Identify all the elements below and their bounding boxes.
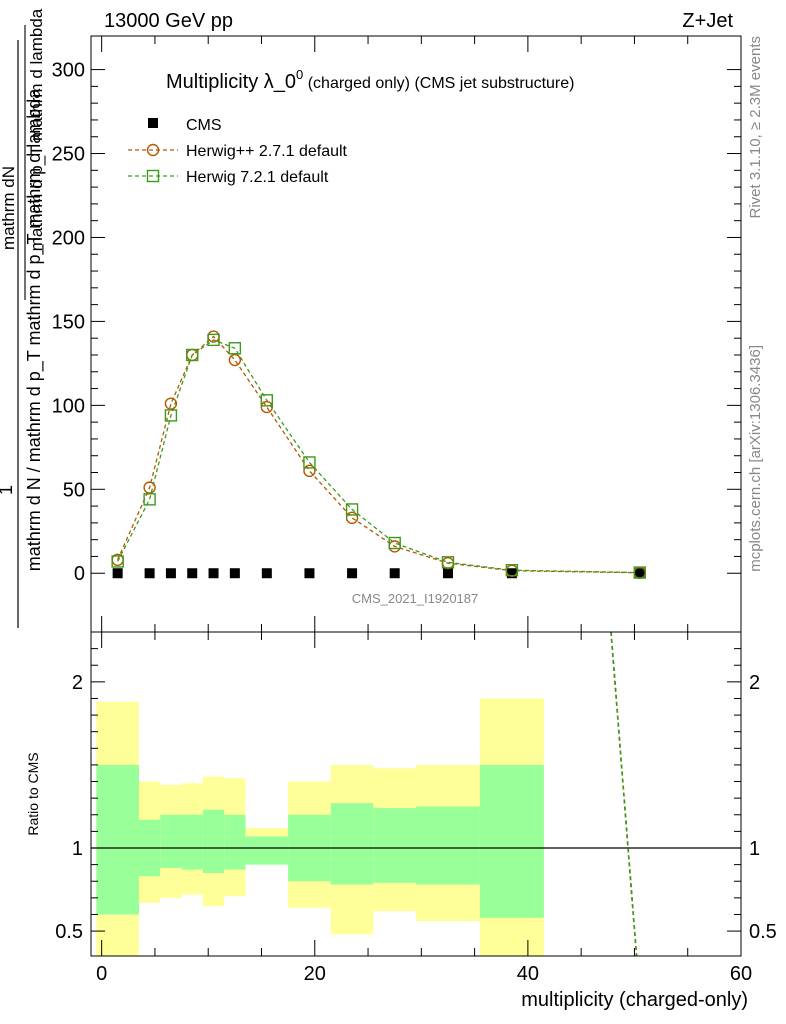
ratio-y-tick-label-right: 2 bbox=[749, 672, 760, 694]
ratio-y-ticks: 0.5 0.5 1 1 2 2 bbox=[55, 648, 777, 943]
herwigpp-point bbox=[143, 481, 156, 494]
herwig7-point bbox=[505, 564, 519, 577]
ratio-panel: 0.5 0.5 1 1 2 2 0 20 40 60 Ratio to CMS multipli… bbox=[25, 631, 777, 1011]
herwig7-point bbox=[164, 409, 178, 422]
herwig7-point bbox=[388, 536, 401, 550]
x-axis-label: multiplicity (charged-only) bbox=[521, 989, 748, 1011]
header-left-label: 13000 GeV pp bbox=[104, 10, 233, 32]
ratio-band-inner bbox=[245, 836, 289, 865]
ratio-band-inner bbox=[202, 809, 225, 873]
legend-marker-herwigpp bbox=[146, 143, 160, 157]
cms-point bbox=[112, 568, 123, 579]
ratio-y-tick-label: 0.5 bbox=[55, 921, 83, 943]
main-y-tick-label: 100 bbox=[52, 395, 85, 417]
cms-point bbox=[389, 568, 400, 579]
ratio-y-axis-label: Ratio to CMS bbox=[25, 752, 41, 835]
cms-point bbox=[347, 568, 358, 579]
legend-marker-herwig7 bbox=[146, 169, 160, 183]
herwig7-point bbox=[260, 394, 274, 407]
cms-point bbox=[442, 568, 453, 579]
cms-point bbox=[634, 568, 645, 579]
main-y-axis-label: 1 mathrm d N / mathrm d p_T mathrm d p_T… bbox=[0, 8, 46, 628]
ratio-bands bbox=[96, 698, 544, 956]
ratio-y-tick-label-right: 0.5 bbox=[749, 921, 777, 943]
side-text-bottom: mcplots.cern.ch [arXiv:1306.3436] bbox=[747, 345, 764, 572]
ratio-band-inner bbox=[416, 806, 480, 885]
legend-marker-cms bbox=[148, 118, 158, 128]
x-tick-label: 0 bbox=[96, 963, 107, 985]
herwigpp-point bbox=[228, 353, 242, 367]
main-title-main: Multiplicity λ_0 bbox=[166, 71, 296, 93]
herwig7-point bbox=[207, 333, 220, 347]
legend: CMS Herwig++ 2.7.1 default Herwig 7.2.1 … bbox=[128, 117, 348, 186]
herwig7-point bbox=[633, 566, 646, 579]
herwigpp-point bbox=[303, 464, 316, 478]
cms-point bbox=[165, 568, 176, 579]
main-title: Multiplicity λ_00 (charged only) (CMS je… bbox=[166, 67, 574, 93]
ratio-y-tick-label: 2 bbox=[72, 672, 83, 694]
ratio-frame bbox=[90, 631, 742, 957]
herwigpp-line bbox=[117, 335, 640, 574]
herwigpp-point bbox=[164, 397, 178, 410]
ratio-band-inner bbox=[479, 764, 544, 918]
main-y-ticks: 0 50 100 150 200 250 300 bbox=[52, 60, 741, 585]
ratio-band-inner bbox=[160, 814, 182, 868]
legend-label-herwig7: Herwig 7.2.1 default bbox=[186, 169, 329, 186]
cms-point bbox=[261, 568, 272, 579]
main-ylabel-frac-den: mathrm d p_T mathrm d lambda bbox=[27, 8, 46, 251]
main-y-tick-label: 250 bbox=[52, 144, 85, 166]
main-ylabel-num: 1 bbox=[0, 485, 16, 495]
herwig7-point bbox=[441, 556, 455, 569]
watermark: CMS_2021_I1920187 bbox=[352, 591, 479, 606]
ratio-band-inner bbox=[96, 764, 139, 915]
main-y-tick-label: 0 bbox=[74, 563, 85, 585]
ratio-band-inner bbox=[224, 814, 246, 870]
main-y-tick-label: 150 bbox=[52, 311, 85, 333]
herwigpp-point bbox=[345, 511, 359, 525]
ratio-x-ticks: 0 20 40 60 bbox=[96, 632, 752, 985]
main-y-tick-label: 50 bbox=[63, 479, 85, 501]
ratio-band-inner bbox=[181, 814, 203, 870]
ratio-y-tick-label: 1 bbox=[72, 838, 83, 860]
ratio-y-tick-label-right: 1 bbox=[749, 838, 760, 860]
main-y-tick-label: 200 bbox=[52, 227, 85, 249]
cms-point bbox=[506, 568, 517, 579]
herwig7-point bbox=[143, 493, 156, 506]
cms-point bbox=[144, 568, 155, 579]
header-right-label: Z+Jet bbox=[682, 10, 733, 32]
herwigpp-point bbox=[260, 400, 274, 414]
side-text-top: Rivet 3.1.10, ≥ 2.3M events bbox=[747, 36, 764, 219]
ratio-herwig7-line bbox=[610, 631, 638, 957]
legend-label-herwigpp: Herwig++ 2.7.1 default bbox=[186, 143, 348, 160]
main-x-ticks bbox=[101, 36, 742, 632]
herwig7-point bbox=[111, 555, 124, 568]
cms-point bbox=[304, 568, 315, 579]
x-tick-label: 60 bbox=[730, 963, 752, 985]
ratio-band-inner bbox=[330, 803, 374, 885]
main-title-sup: 0 bbox=[296, 67, 303, 82]
cms-point bbox=[208, 568, 219, 579]
main-ylabel-frac-num: mathrm dN bbox=[0, 166, 18, 250]
main-marks bbox=[111, 330, 646, 579]
herwig7-point bbox=[186, 348, 199, 362]
herwig7-point bbox=[228, 342, 242, 355]
main-title-sub: (charged only) (CMS jet substructure) bbox=[303, 75, 574, 92]
cms-point bbox=[187, 568, 198, 579]
herwig7-point bbox=[303, 456, 316, 469]
main-ylabel-den: mathrm d N / mathrm d p_T mathrm d p_T m… bbox=[24, 88, 45, 571]
herwig7-point bbox=[345, 503, 359, 516]
main-y-tick-label: 300 bbox=[52, 60, 85, 82]
legend-label-cms: CMS bbox=[186, 117, 222, 134]
ratio-band-inner bbox=[373, 808, 416, 883]
herwig7-line bbox=[117, 339, 640, 574]
cms-point bbox=[229, 568, 240, 579]
ratio-lines bbox=[610, 631, 638, 957]
x-tick-label: 40 bbox=[517, 963, 539, 985]
x-tick-label: 20 bbox=[304, 963, 326, 985]
